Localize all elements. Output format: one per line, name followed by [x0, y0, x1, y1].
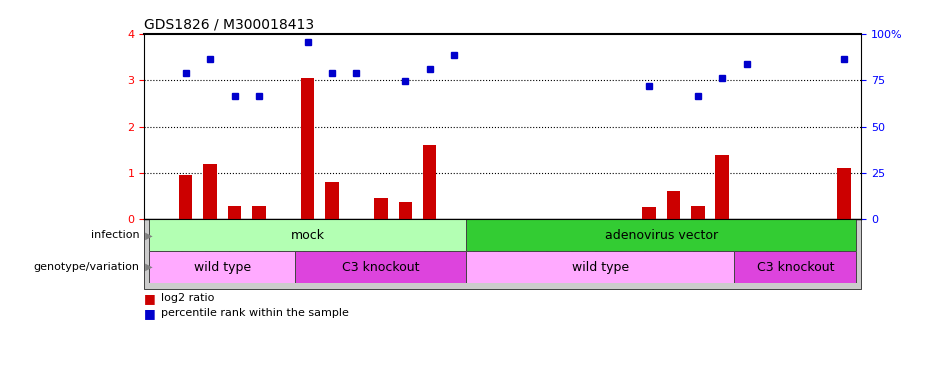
Text: C3 knockout: C3 knockout — [342, 261, 420, 274]
Bar — [716, 155, 729, 219]
Text: ▶: ▶ — [142, 230, 152, 240]
Text: wild type: wild type — [572, 261, 628, 274]
Bar — [466, 219, 857, 251]
Text: ■: ■ — [144, 307, 156, 320]
Bar — [252, 206, 265, 219]
Text: ■: ■ — [144, 292, 156, 304]
Bar — [149, 219, 466, 251]
Bar — [301, 78, 315, 219]
Text: adenovirus vector: adenovirus vector — [604, 229, 718, 242]
Bar — [691, 206, 705, 219]
Bar — [667, 190, 681, 219]
Bar — [325, 182, 339, 219]
Bar — [204, 164, 217, 219]
Text: GDS1826 / M300018413: GDS1826 / M300018413 — [144, 17, 315, 31]
Text: C3 knockout: C3 knockout — [757, 261, 834, 274]
Text: wild type: wild type — [194, 261, 250, 274]
Bar — [423, 145, 437, 219]
Bar — [398, 202, 412, 219]
Bar — [837, 168, 851, 219]
Bar — [144, 219, 861, 289]
Bar — [374, 198, 387, 219]
Bar — [735, 251, 857, 283]
Bar — [228, 206, 241, 219]
Text: genotype/variation: genotype/variation — [34, 262, 140, 272]
Text: log2 ratio: log2 ratio — [161, 293, 214, 303]
Text: mock: mock — [290, 229, 325, 242]
Bar — [466, 251, 735, 283]
Bar — [149, 251, 295, 283]
Bar — [642, 207, 655, 219]
Text: ▶: ▶ — [142, 262, 152, 272]
Bar — [295, 251, 466, 283]
Bar — [179, 175, 193, 219]
Text: percentile rank within the sample: percentile rank within the sample — [161, 308, 349, 318]
Text: infection: infection — [91, 230, 140, 240]
